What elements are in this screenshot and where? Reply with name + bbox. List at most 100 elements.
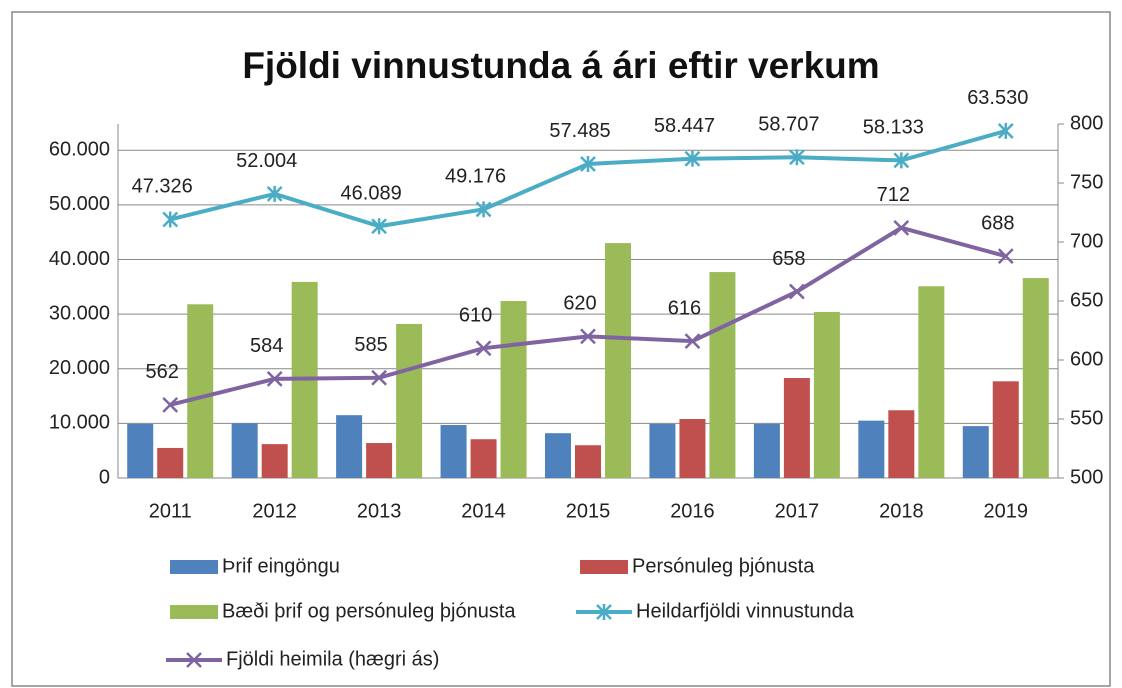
bar — [649, 423, 676, 478]
y2-tick-label: 650 — [1070, 289, 1103, 311]
data-label: 562 — [146, 361, 179, 383]
bar — [575, 445, 601, 478]
y-tick-label: 20.000 — [49, 357, 110, 379]
y-tick-label: 30.000 — [49, 302, 110, 324]
bar — [366, 443, 393, 478]
data-label: 658 — [772, 248, 805, 270]
line-marker — [162, 211, 179, 228]
y2-tick-label: 550 — [1070, 407, 1103, 429]
bar — [962, 426, 989, 478]
y-tick-label: 40.000 — [49, 248, 110, 270]
data-label: 58.133 — [863, 117, 924, 139]
data-label: 58.447 — [654, 115, 715, 137]
legend-label: Þrif eingöngu — [222, 555, 340, 577]
bar — [709, 272, 736, 478]
marker-stroke — [893, 219, 910, 236]
line-marker — [997, 248, 1014, 265]
data-label: 610 — [459, 304, 492, 326]
line-marker — [266, 185, 283, 202]
line-marker — [580, 155, 596, 172]
data-label: 46.089 — [341, 182, 402, 204]
legend-label: Heildarfjöldi vinnustunda — [636, 600, 855, 622]
chart-title: Fjöldi vinnustunda á ári eftir verkum — [242, 45, 879, 86]
marker-stroke — [475, 340, 492, 357]
data-label: 49.176 — [445, 166, 506, 188]
bar — [157, 447, 184, 478]
y2-tick-label: 500 — [1070, 466, 1103, 488]
line-marker — [475, 201, 492, 218]
legend-label: Persónuleg þjónusta — [632, 555, 815, 577]
bar — [261, 444, 288, 478]
y-tick-label: 50.000 — [49, 193, 110, 215]
legend-marker — [186, 652, 202, 668]
x-tick-label: 2019 — [984, 500, 1029, 522]
bar — [231, 423, 258, 478]
x-tick-label: 2012 — [252, 500, 297, 522]
data-label: 47.326 — [132, 176, 193, 198]
x-tick-label: 2013 — [357, 500, 402, 522]
data-label: 620 — [563, 293, 596, 315]
bar — [545, 433, 571, 478]
bar — [500, 301, 527, 478]
x-tick-label: 2017 — [775, 500, 820, 522]
marker-stroke — [162, 396, 179, 413]
legend-swatch — [170, 605, 218, 619]
bar — [679, 419, 706, 478]
bar — [396, 323, 423, 478]
bar — [858, 420, 885, 478]
line-marker — [266, 370, 283, 387]
x-tick-label: 2015 — [566, 500, 611, 522]
data-label: 584 — [250, 335, 283, 357]
data-label: 688 — [981, 212, 1014, 234]
line-marker — [789, 149, 805, 166]
marker-stroke — [684, 333, 701, 350]
bar — [783, 378, 810, 478]
legend-label: Fjöldi heimila (hægri ás) — [226, 648, 439, 670]
bar — [888, 410, 915, 478]
marker-stroke — [997, 248, 1014, 265]
y-tick-label: 60.000 — [49, 139, 110, 161]
data-label: 58.707 — [758, 114, 819, 136]
line-marker — [580, 328, 596, 345]
y-tick-label: 10.000 — [49, 412, 110, 434]
bar — [336, 415, 363, 478]
x-tick-label: 2018 — [879, 500, 924, 522]
data-label: 63.530 — [967, 87, 1028, 109]
marker-stroke — [266, 370, 283, 387]
marker-stroke — [371, 369, 387, 386]
bar — [992, 381, 1019, 478]
chart-frame — [11, 11, 1111, 687]
bar — [470, 439, 497, 478]
x-tick-label: 2014 — [461, 500, 506, 522]
line-marker — [371, 218, 387, 235]
y-tick-label: 0 — [99, 466, 110, 488]
data-label: 57.485 — [549, 120, 610, 142]
bar — [918, 286, 945, 478]
legend-swatch — [170, 560, 218, 574]
y2-tick-label: 600 — [1070, 348, 1103, 370]
y2-tick-label: 750 — [1070, 171, 1103, 193]
x-tick-label: 2011 — [149, 500, 192, 522]
bar — [127, 423, 154, 478]
marker-stroke — [186, 652, 202, 668]
line-marker — [789, 283, 805, 300]
y2-tick-label: 700 — [1070, 230, 1103, 252]
bar — [1022, 278, 1049, 478]
line-marker — [684, 333, 701, 350]
marker-stroke — [580, 328, 596, 345]
data-label: 712 — [877, 184, 910, 206]
line-marker — [997, 122, 1014, 139]
bar — [813, 311, 840, 478]
bar — [440, 425, 467, 478]
bar — [187, 304, 214, 478]
legend-label: Bæði þrif og persónuleg þjónusta — [222, 600, 516, 622]
data-label: 585 — [354, 334, 387, 356]
data-label: 52.004 — [236, 150, 297, 172]
legend-marker — [596, 604, 612, 620]
line-marker — [684, 150, 701, 167]
marker-stroke — [789, 283, 805, 300]
y2-tick-label: 800 — [1070, 112, 1103, 134]
bar — [605, 243, 631, 478]
line-marker — [893, 152, 910, 169]
